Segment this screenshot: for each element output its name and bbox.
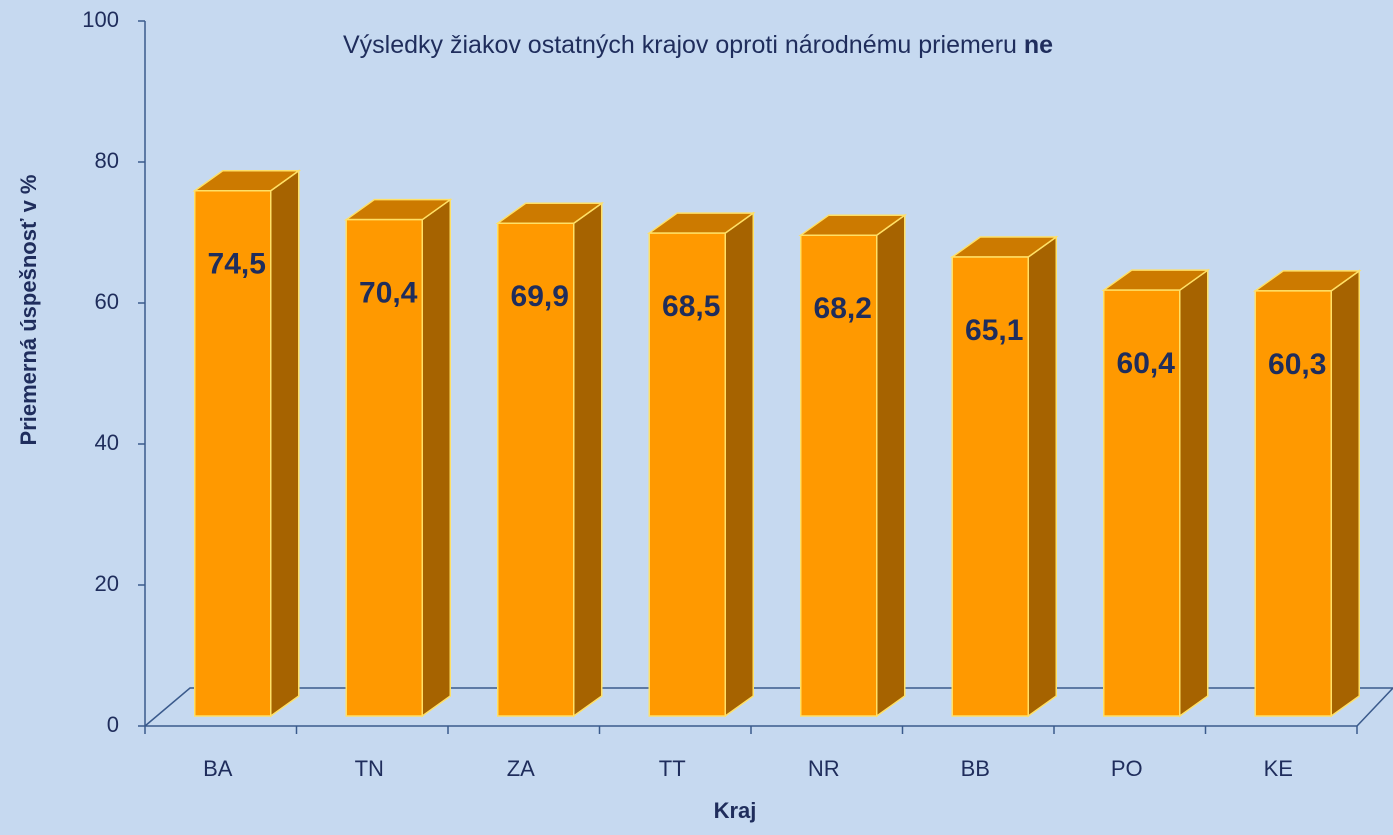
bar [1101, 268, 1211, 718]
bar-side [1330, 269, 1360, 718]
x-tick-label: ZA [507, 756, 535, 781]
bar-side [573, 201, 603, 718]
x-tick-label: PO [1111, 756, 1143, 781]
x-tick-label: TN [355, 756, 384, 781]
y-tick-label: 80 [95, 148, 119, 173]
value-label: 65,1 [965, 314, 1023, 347]
bar [192, 169, 302, 718]
bar [343, 198, 453, 718]
title-text: Výsledky žiakov ostatných krajov oproti … [343, 31, 1017, 59]
bar [1252, 269, 1362, 718]
bar-front [345, 218, 423, 717]
value-label: 69,9 [511, 280, 569, 313]
bar-side [1179, 268, 1209, 718]
bar [949, 235, 1059, 718]
y-axis-label: Priemerná úspešnosť v % [16, 175, 41, 446]
bar-side [1027, 235, 1057, 718]
y-tick-label: 60 [95, 289, 119, 314]
bar [798, 213, 908, 718]
bar-front [800, 234, 878, 717]
chart-title: Výsledky žiakov ostatných krajov oproti … [343, 31, 1053, 59]
value-label: 60,4 [1117, 347, 1176, 380]
y-tick-label: 40 [95, 430, 119, 455]
bar-front [1103, 289, 1181, 717]
bar-side [724, 211, 754, 718]
bar-side [876, 213, 906, 718]
bar-front [1254, 290, 1332, 717]
bar-front [648, 232, 726, 717]
bar-side [270, 169, 300, 718]
y-tick-label: 100 [82, 7, 119, 32]
value-label: 60,3 [1268, 348, 1326, 381]
bar-side [421, 198, 451, 718]
x-tick-label: BB [961, 756, 990, 781]
x-axis-label: Kraj [714, 798, 757, 823]
y-tick-label: 0 [107, 712, 119, 737]
y-tick-label: 20 [95, 571, 119, 596]
bar [495, 201, 605, 718]
value-label: 68,2 [814, 292, 872, 325]
bar-front [951, 256, 1029, 717]
bar-front [497, 222, 575, 717]
bar-front [194, 190, 272, 717]
value-label: 74,5 [208, 248, 266, 281]
value-label: 68,5 [662, 290, 720, 323]
x-tick-label: KE [1264, 756, 1293, 781]
x-tick-label: NR [808, 756, 840, 781]
value-label: 70,4 [359, 277, 418, 310]
x-tick-label: TT [659, 756, 686, 781]
bar [646, 211, 756, 718]
x-tick-label: BA [203, 756, 233, 781]
title-emphasis: ne [1024, 31, 1053, 59]
